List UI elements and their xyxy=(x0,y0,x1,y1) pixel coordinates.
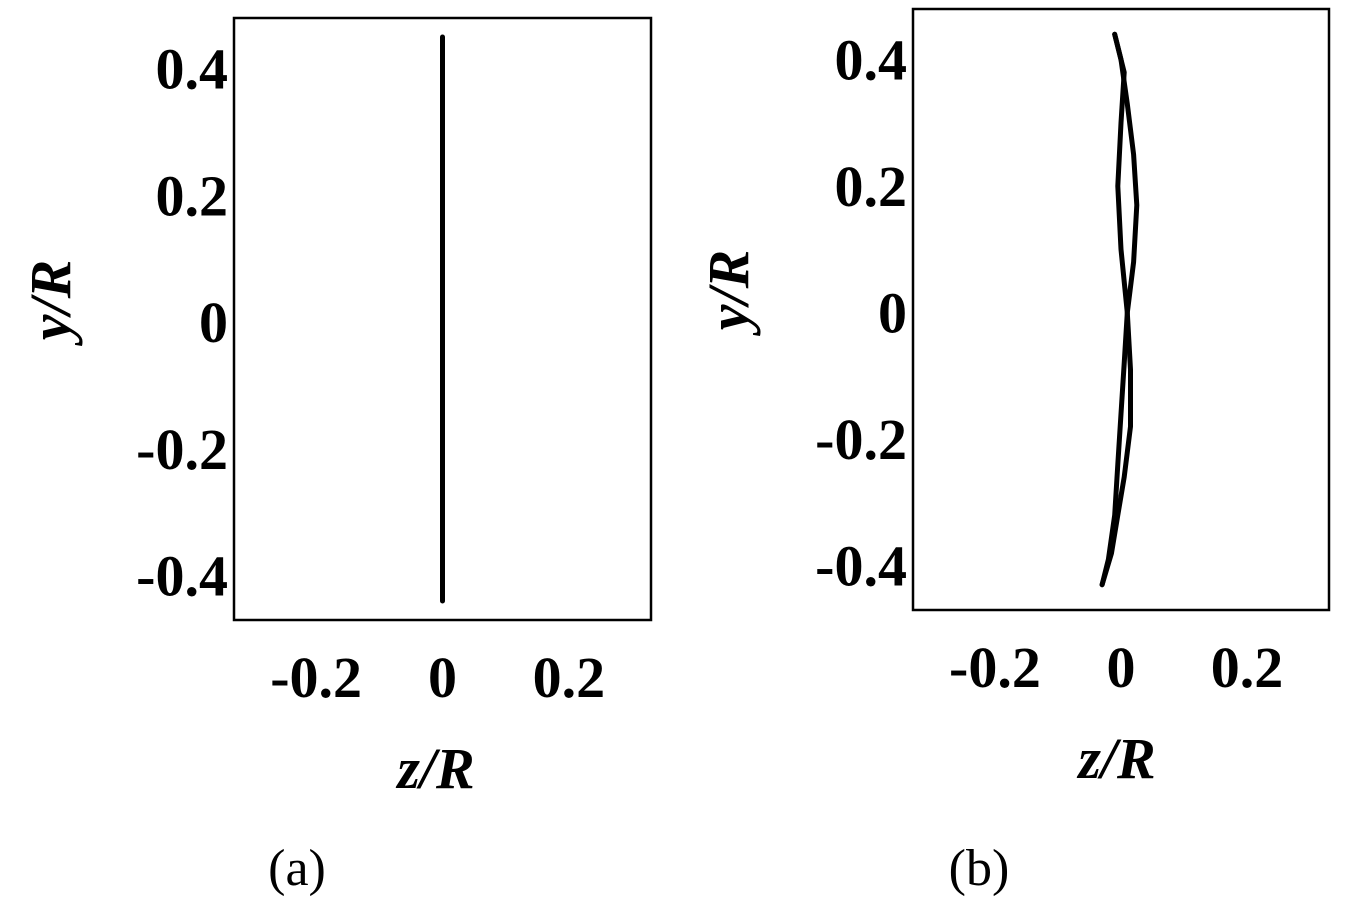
panel-b: -0.2 0 0.2 0.4 0.2 0 -0.2 -0.4 z/R y/R (b) xyxy=(696,7,1331,897)
y-tick-label: -0.2 xyxy=(815,407,907,472)
y-tick-label: -0.4 xyxy=(815,534,907,599)
x-axis-label: z/R xyxy=(1076,726,1155,791)
x-axis-label: z/R xyxy=(395,736,474,801)
panel-a: -0.2 0 0.2 0.4 0.2 0 -0.2 -0.4 z/R y/R (a) xyxy=(18,16,653,897)
y-tick-label: 0.2 xyxy=(835,154,908,219)
series-line-2 xyxy=(1099,31,1133,588)
plot-frame xyxy=(911,7,1331,612)
y-tick-label: -0.4 xyxy=(136,544,228,609)
x-tick-label: 0.2 xyxy=(533,645,606,710)
y-tick-label: 0 xyxy=(199,290,228,355)
x-tick-label: 0.2 xyxy=(1211,635,1284,700)
y-tick-label: -0.2 xyxy=(136,417,228,482)
x-tick-label: 0 xyxy=(428,645,457,710)
y-tick-label: 0.4 xyxy=(835,28,908,93)
y-tick-label: 0 xyxy=(878,281,907,346)
y-axis-label: y/R xyxy=(18,260,83,347)
panel-caption: (b) xyxy=(949,840,1010,897)
x-tick-label: 0 xyxy=(1107,635,1136,700)
y-tick-label: 0.4 xyxy=(156,37,229,102)
y-axis-label: y/R xyxy=(696,250,761,337)
plot-frame xyxy=(232,16,653,622)
panel-caption: (a) xyxy=(268,840,326,897)
x-tick-label: -0.2 xyxy=(949,635,1041,700)
y-tick-label: 0.2 xyxy=(156,163,229,228)
x-tick-label: -0.2 xyxy=(270,645,362,710)
